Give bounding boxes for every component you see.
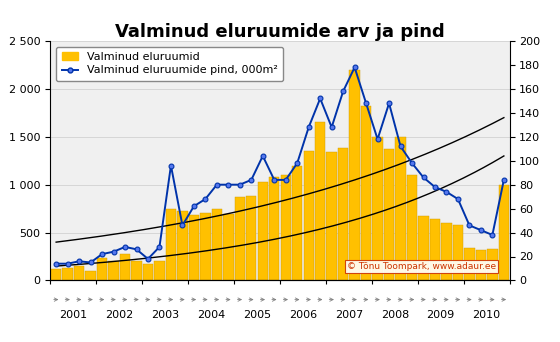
Bar: [453, 225, 463, 280]
Bar: [407, 175, 417, 280]
Bar: [200, 213, 211, 280]
Bar: [258, 182, 268, 280]
Bar: [326, 152, 337, 280]
Text: © Tõnu Toompark, www.adaur.ee: © Tõnu Toompark, www.adaur.ee: [347, 262, 496, 271]
Bar: [97, 259, 107, 280]
Bar: [166, 209, 176, 280]
Bar: [212, 209, 222, 280]
Bar: [292, 166, 302, 280]
Bar: [349, 70, 360, 280]
Bar: [269, 177, 279, 280]
Bar: [361, 106, 371, 280]
Bar: [63, 268, 73, 280]
Bar: [315, 122, 325, 280]
Bar: [74, 266, 84, 280]
Bar: [384, 149, 394, 280]
Bar: [372, 137, 382, 280]
Bar: [223, 214, 234, 280]
Bar: [487, 249, 497, 280]
Bar: [246, 196, 256, 280]
Bar: [281, 175, 291, 280]
Bar: [86, 271, 96, 280]
Bar: [338, 148, 348, 280]
Bar: [464, 248, 474, 280]
Title: Valminud eluruumide arv ja pind: Valminud eluruumide arv ja pind: [115, 23, 445, 41]
Bar: [430, 219, 440, 280]
Bar: [155, 261, 165, 280]
Bar: [109, 261, 119, 280]
Bar: [143, 264, 153, 280]
Bar: [441, 223, 451, 280]
Legend: Valminud eluruumid, Valminud eluruumide pind, 000m²: Valminud eluruumid, Valminud eluruumide …: [56, 47, 283, 81]
Bar: [395, 137, 405, 280]
Bar: [189, 215, 199, 280]
Bar: [132, 261, 142, 280]
Bar: [235, 197, 245, 280]
Bar: [120, 254, 130, 280]
Bar: [418, 216, 428, 280]
Bar: [178, 211, 188, 280]
Bar: [51, 269, 61, 280]
Bar: [499, 185, 509, 280]
Bar: [304, 151, 314, 280]
Bar: [476, 250, 486, 280]
